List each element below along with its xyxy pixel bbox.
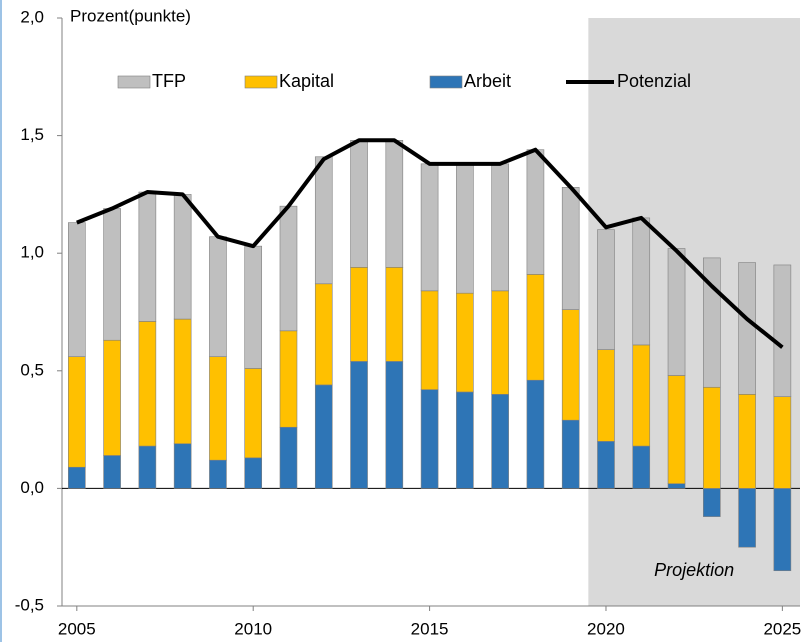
bar — [632, 344, 651, 447]
bar — [103, 455, 121, 489]
bar — [173, 318, 192, 445]
projection-label: Projektion — [654, 560, 734, 580]
bar — [597, 441, 615, 489]
bar — [385, 361, 404, 489]
bar — [209, 356, 227, 461]
bar — [279, 426, 298, 489]
bar — [597, 349, 615, 442]
line — [76, 138, 784, 349]
legend-label: Kapital — [279, 71, 334, 91]
y-tick-label: 0,0 — [20, 478, 44, 497]
y-tick-label: -0,5 — [15, 595, 44, 614]
bar — [667, 375, 686, 484]
bar — [773, 264, 792, 397]
bar — [350, 361, 368, 489]
bar — [314, 283, 333, 386]
bar — [632, 217, 651, 346]
bar — [561, 419, 580, 489]
y-tick-label: 1,0 — [20, 243, 44, 262]
bar — [173, 443, 192, 489]
legend-label: TFP — [152, 71, 186, 91]
bar — [385, 267, 404, 362]
bar — [561, 187, 580, 310]
x-tick-label: 2005 — [58, 619, 96, 638]
bar — [244, 368, 263, 459]
bar — [491, 394, 509, 489]
bar — [526, 149, 545, 275]
bar — [738, 488, 756, 548]
x-tick-label: 2015 — [411, 619, 449, 638]
bar — [173, 194, 192, 320]
x-tick-label: 2025 — [763, 619, 801, 638]
bar — [773, 396, 792, 489]
bar — [314, 384, 333, 489]
bar — [279, 205, 298, 332]
bar — [279, 330, 298, 428]
bar — [597, 229, 615, 350]
bar — [703, 386, 721, 489]
bar — [456, 391, 474, 489]
page-border — [0, 0, 2, 642]
bar — [667, 483, 686, 489]
bar — [138, 191, 157, 322]
bar — [632, 445, 651, 489]
y-axis-label: Prozent(punkte) — [70, 6, 191, 25]
bar — [103, 208, 121, 341]
bar — [420, 163, 439, 292]
bar — [103, 339, 121, 456]
bar — [420, 290, 439, 390]
bar — [385, 140, 404, 268]
legend-swatch — [117, 75, 151, 89]
legend-swatch — [244, 75, 278, 89]
bar — [138, 445, 157, 489]
bar — [738, 394, 756, 489]
bar — [420, 389, 439, 489]
bar — [456, 163, 474, 294]
bar — [491, 163, 509, 292]
bar — [350, 140, 368, 268]
y-tick-label: 2,0 — [20, 7, 44, 26]
bar — [738, 262, 756, 395]
y-tick-label: 0,5 — [20, 360, 44, 379]
projection-area — [588, 18, 800, 606]
y-tick-label: 1,5 — [20, 125, 44, 144]
x-tick-label: 2020 — [587, 619, 625, 638]
bar — [68, 222, 86, 357]
bar — [526, 379, 545, 489]
bar — [138, 321, 157, 447]
bar — [773, 488, 792, 572]
bar — [314, 156, 333, 285]
bar — [244, 245, 263, 369]
legend-swatch — [429, 75, 463, 89]
bar — [703, 488, 721, 517]
bar — [456, 292, 474, 393]
legend-label: Potenzial — [617, 71, 691, 91]
legend-label: Arbeit — [464, 71, 511, 91]
bar — [68, 356, 86, 468]
bar — [244, 457, 263, 489]
bar — [491, 290, 509, 395]
bar — [209, 236, 227, 357]
bar — [350, 267, 368, 362]
bar — [209, 459, 227, 489]
x-tick-label: 2010 — [234, 619, 272, 638]
bar — [526, 274, 545, 381]
bar — [703, 257, 721, 388]
bar — [667, 248, 686, 376]
bar — [68, 466, 86, 489]
bar — [561, 309, 580, 421]
